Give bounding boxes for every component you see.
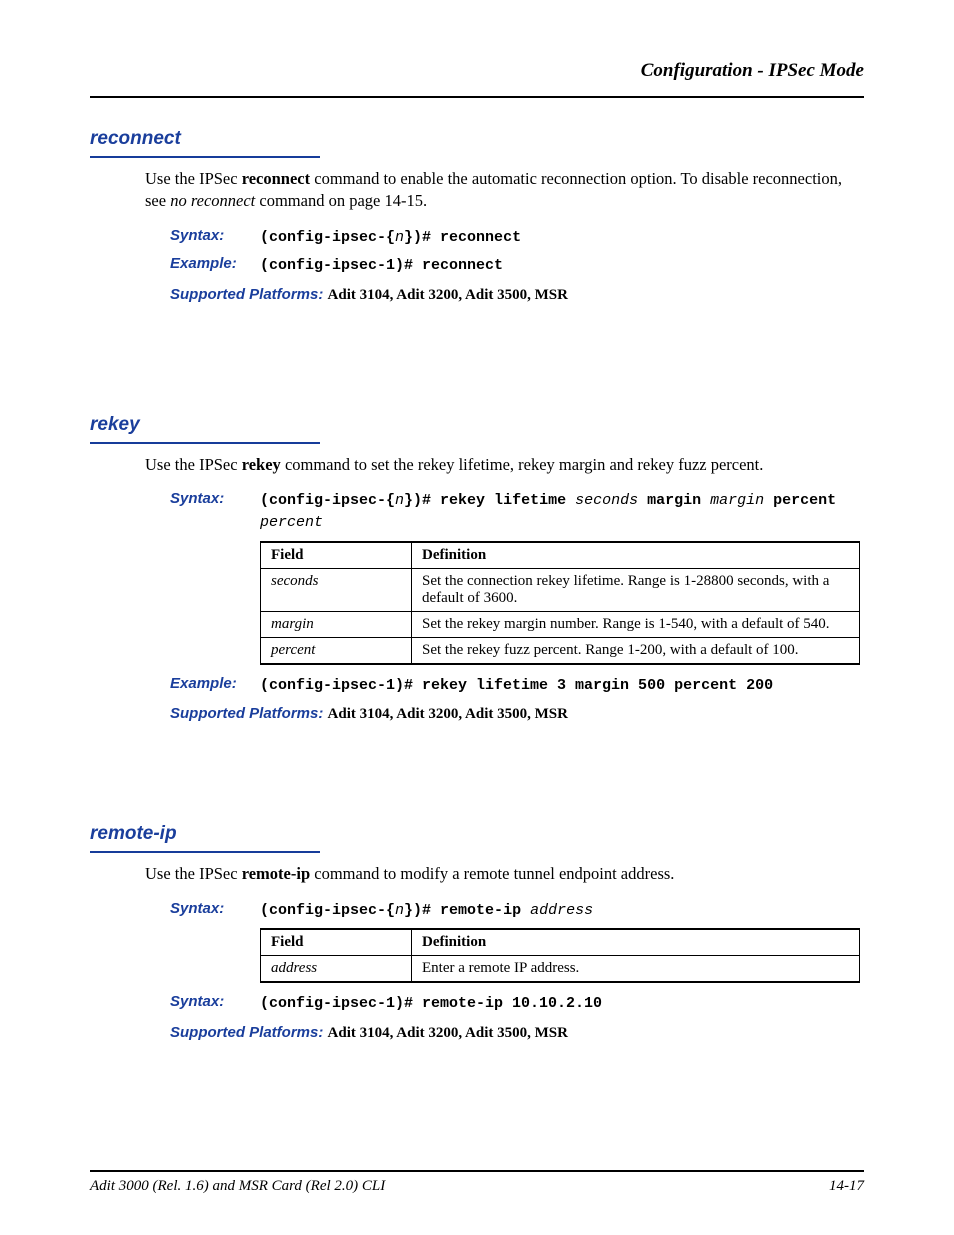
- col-def: Definition: [412, 929, 860, 956]
- remoteip-field-table: Field Definition address Enter a remote …: [260, 928, 860, 983]
- text: Use the IPSec: [145, 864, 242, 883]
- syntax-text: (config-ipsec-{n})# rekey lifetime secon…: [260, 490, 864, 535]
- code: (config-ipsec-{: [260, 229, 395, 246]
- footer: Adit 3000 (Rel. 1.6) and MSR Card (Rel 2…: [90, 1170, 864, 1195]
- example-block: Example: (config-ipsec-1)# rekey lifetim…: [170, 675, 864, 698]
- platforms-value: Adit 3104, Adit 3200, Adit 3500, MSR: [328, 1025, 568, 1041]
- syntax-label: Syntax:: [170, 227, 260, 244]
- section-reconnect: reconnect Use the IPSec reconnect comman…: [90, 128, 864, 304]
- field-cell: seconds: [261, 568, 412, 611]
- code-ital: percent: [260, 514, 323, 531]
- platforms-value: Adit 3104, Adit 3200, Adit 3500, MSR: [328, 706, 568, 722]
- code-ital: seconds: [575, 492, 638, 509]
- ital-term: no reconnect: [170, 191, 255, 210]
- code: (config-ipsec-{: [260, 492, 395, 509]
- code: })# reconnect: [404, 229, 521, 246]
- code: })# remote-ip: [404, 902, 530, 919]
- code-ital: n: [395, 229, 404, 246]
- table-row: margin Set the rekey margin number. Rang…: [261, 611, 860, 637]
- syntax-label: Syntax:: [170, 900, 260, 917]
- example-text: (config-ipsec-1)# rekey lifetime 3 margi…: [260, 675, 864, 698]
- platforms-label: Supported Platforms:: [170, 1024, 328, 1041]
- example-label: Example:: [170, 675, 260, 692]
- syntax-block: Syntax: (config-ipsec-{n})# reconnect Ex…: [170, 227, 864, 278]
- code-ital: margin: [710, 492, 764, 509]
- running-header: Configuration - IPSec Mode: [90, 60, 864, 82]
- example-text: (config-ipsec-1)# remote-ip 10.10.2.10: [260, 993, 864, 1016]
- def-cell: Set the connection rekey lifetime. Range…: [412, 568, 860, 611]
- example-label: Syntax:: [170, 993, 260, 1010]
- section-remote-ip: remote-ip Use the IPSec remote-ip comman…: [90, 823, 864, 1041]
- code-ital: n: [395, 492, 404, 509]
- table-row: percent Set the rekey fuzz percent. Rang…: [261, 637, 860, 664]
- bold-term: reconnect: [242, 169, 310, 188]
- footer-right: 14-17: [829, 1178, 864, 1195]
- syntax-text: (config-ipsec-{n})# reconnect: [260, 227, 864, 250]
- example-label: Example:: [170, 255, 260, 272]
- para-remote-ip: Use the IPSec remote-ip command to modif…: [145, 863, 864, 885]
- platforms-row: Supported Platforms: Adit 3104, Adit 320…: [170, 705, 864, 723]
- def-cell: Set the rekey fuzz percent. Range 1-200,…: [412, 637, 860, 664]
- top-rule: [90, 96, 864, 98]
- para-reconnect: Use the IPSec reconnect command to enabl…: [145, 168, 864, 213]
- rekey-field-table: Field Definition seconds Set the connect…: [260, 541, 860, 665]
- footer-rule: [90, 1170, 864, 1172]
- syntax-text: (config-ipsec-{n})# remote-ip address: [260, 900, 864, 923]
- heading-rule: [90, 851, 320, 853]
- code: })# rekey lifetime: [404, 492, 575, 509]
- syntax-block: Syntax: (config-ipsec-{n})# rekey lifeti…: [170, 490, 864, 535]
- bold-term: rekey: [242, 455, 281, 474]
- footer-left: Adit 3000 (Rel. 1.6) and MSR Card (Rel 2…: [90, 1178, 385, 1195]
- heading-rule: [90, 442, 320, 444]
- para-rekey: Use the IPSec rekey command to set the r…: [145, 454, 864, 476]
- platforms-row: Supported Platforms: Adit 3104, Adit 320…: [170, 1024, 864, 1042]
- text: Use the IPSec: [145, 169, 242, 188]
- example-text: (config-ipsec-1)# reconnect: [260, 255, 864, 278]
- text: Use the IPSec: [145, 455, 242, 474]
- syntax-label: Syntax:: [170, 490, 260, 507]
- def-cell: Enter a remote IP address.: [412, 956, 860, 983]
- code: (config-ipsec-{: [260, 902, 395, 919]
- col-def: Definition: [412, 542, 860, 569]
- example-block: Syntax: (config-ipsec-1)# remote-ip 10.1…: [170, 993, 864, 1016]
- platforms-label: Supported Platforms:: [170, 286, 328, 303]
- code: percent: [764, 492, 836, 509]
- field-cell: margin: [261, 611, 412, 637]
- heading-remote-ip: remote-ip: [90, 823, 864, 845]
- table-header-row: Field Definition: [261, 542, 860, 569]
- col-field: Field: [261, 542, 412, 569]
- bold-term: remote-ip: [242, 864, 310, 883]
- text: command on page 14-15.: [255, 191, 427, 210]
- field-cell: percent: [261, 637, 412, 664]
- text: command to set the rekey lifetime, rekey…: [281, 455, 764, 474]
- heading-rule: [90, 156, 320, 158]
- table-header-row: Field Definition: [261, 929, 860, 956]
- field-cell: address: [261, 956, 412, 983]
- page: Configuration - IPSec Mode reconnect Use…: [0, 0, 954, 1235]
- code-ital: address: [530, 902, 593, 919]
- platforms-label: Supported Platforms:: [170, 705, 328, 722]
- heading-reconnect: reconnect: [90, 128, 864, 150]
- col-field: Field: [261, 929, 412, 956]
- table-row: address Enter a remote IP address.: [261, 956, 860, 983]
- platforms-value: Adit 3104, Adit 3200, Adit 3500, MSR: [328, 287, 568, 303]
- text: command to modify a remote tunnel endpoi…: [310, 864, 674, 883]
- heading-rekey: rekey: [90, 414, 864, 436]
- code: margin: [638, 492, 710, 509]
- table-row: seconds Set the connection rekey lifetim…: [261, 568, 860, 611]
- syntax-block: Syntax: (config-ipsec-{n})# remote-ip ad…: [170, 900, 864, 923]
- code-ital: n: [395, 902, 404, 919]
- section-rekey: rekey Use the IPSec rekey command to set…: [90, 414, 864, 724]
- def-cell: Set the rekey margin number. Range is 1-…: [412, 611, 860, 637]
- platforms-row: Supported Platforms: Adit 3104, Adit 320…: [170, 286, 864, 304]
